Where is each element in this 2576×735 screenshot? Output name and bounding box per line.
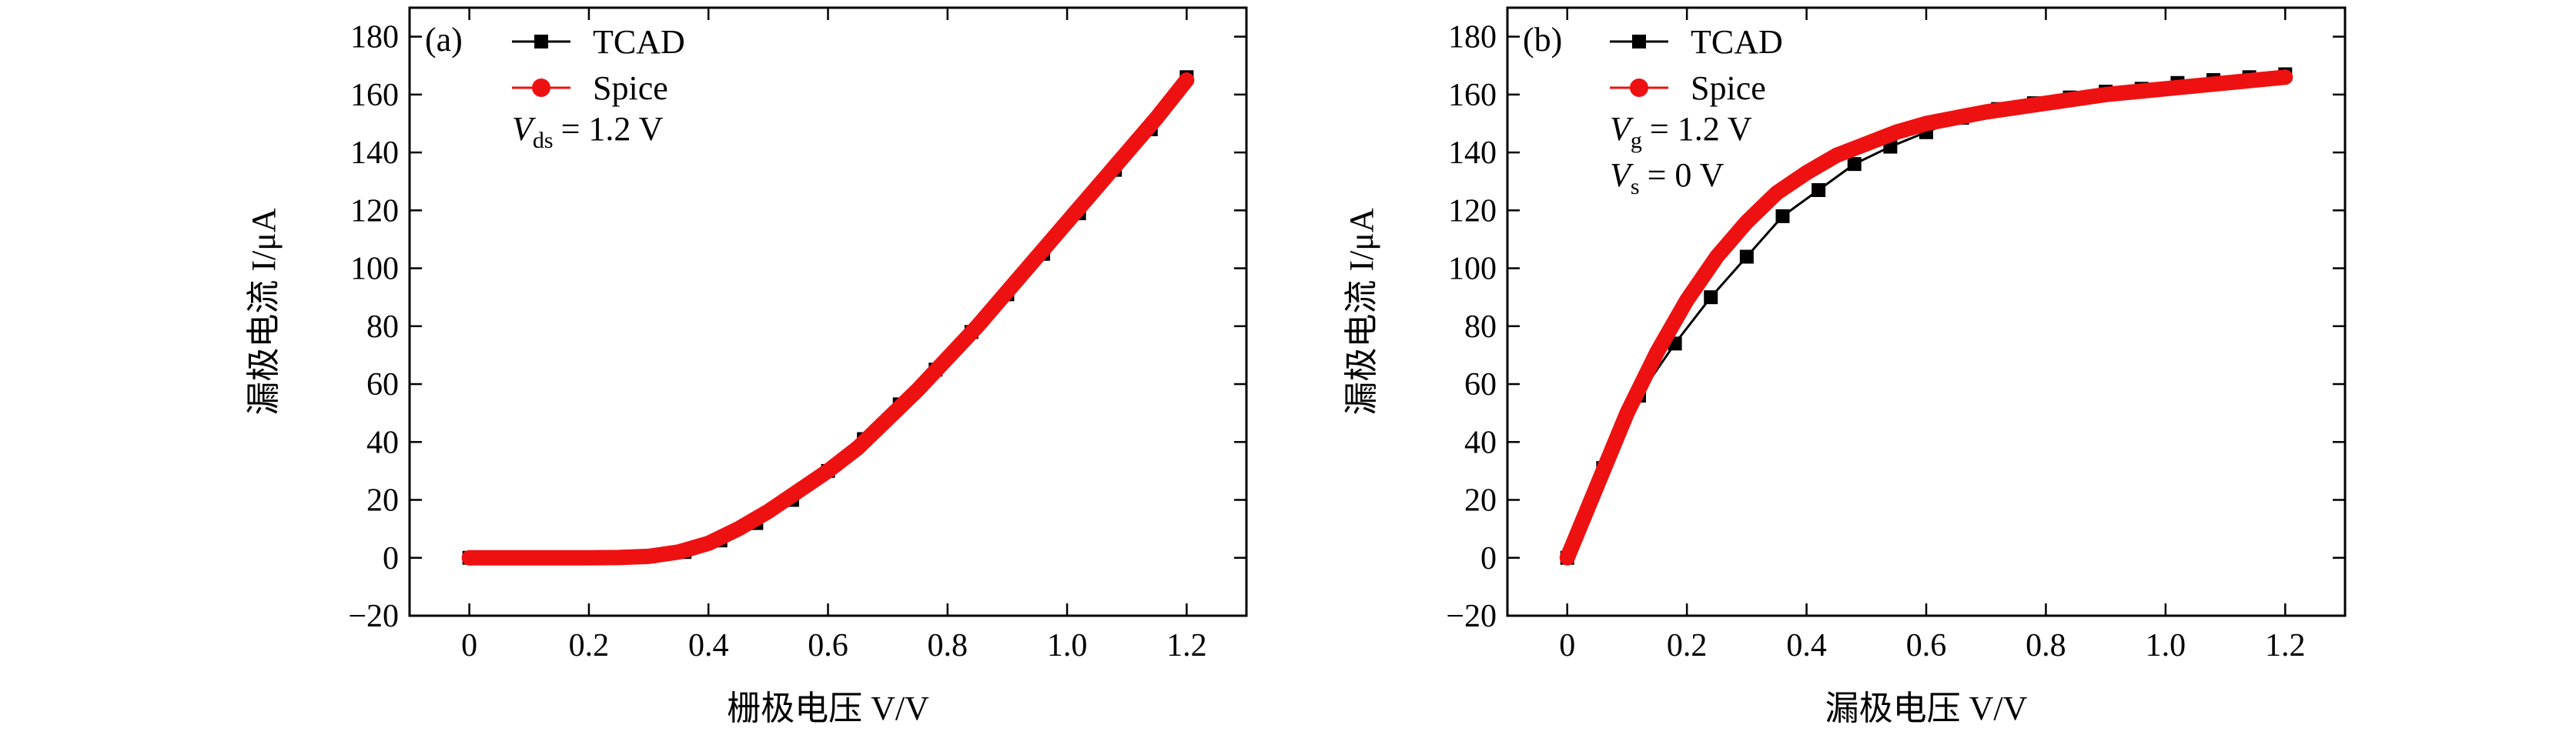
x-axis-label: 栅极电压 V/V	[727, 690, 929, 727]
x-tick-label: 1.0	[1047, 628, 1088, 663]
annotation-symbol: V	[1610, 110, 1634, 148]
y-tick-label: 20	[366, 483, 399, 519]
y-tick-label: 180	[1448, 20, 1497, 55]
annotation-text: = 0 V	[1648, 156, 1725, 194]
series-line	[468, 75, 1188, 560]
y-axis-label: 漏极电流 I/μA	[245, 208, 283, 415]
panel: −20 0 20 40 60 80 100 120 140 160 180 0 0.2 0.4 0.6 0.8…	[245, 6, 1248, 727]
y-tick-label: 120	[1448, 193, 1497, 229]
y-tick-label: 80	[366, 309, 399, 345]
y-tick-label: 120	[350, 193, 399, 229]
plot-frame	[1506, 6, 2347, 617]
marker	[1847, 157, 1862, 172]
series-line	[1559, 69, 2293, 566]
x-tick-label: 0.8	[2026, 628, 2066, 663]
y-tick-label: 80	[1464, 309, 1497, 345]
marker	[1775, 209, 1790, 223]
x-tick-label: 0.4	[688, 628, 729, 663]
legend-label: Spice	[593, 69, 668, 107]
marker	[1704, 290, 1718, 305]
x-tick-label: 0.4	[1786, 628, 1827, 663]
y-tick-label: −20	[1446, 599, 1497, 634]
x-tick-label: 0	[461, 628, 477, 663]
legend-label: Spice	[1691, 69, 1766, 107]
y-tick-label: 60	[366, 367, 399, 403]
x-tick-label: 0.2	[1667, 628, 1708, 663]
panel: −20 0 20 40 60 80 100 120 140 160 180 0 0.2 0.4 0.6 0.8…	[1343, 6, 2347, 727]
annotation-symbol: V	[1610, 156, 1634, 194]
annotation: Vds = 1.2 V	[512, 110, 664, 153]
x-tick-label: 1.2	[1166, 628, 1207, 663]
annotation-sub: s	[1631, 174, 1640, 199]
legend-marker	[532, 79, 550, 97]
annotation-sub: g	[1631, 128, 1642, 153]
y-tick-label: 140	[1448, 135, 1497, 171]
marker	[1812, 183, 1826, 197]
annotation: Vs = 0 V	[1610, 156, 1725, 199]
panel-label: (b)	[1523, 21, 1562, 58]
x-tick-label: 0	[1559, 628, 1575, 663]
y-tick-label: 140	[350, 135, 399, 171]
y-tick-label: 180	[350, 20, 399, 55]
panel-label: (a)	[425, 21, 463, 58]
legend-marker	[534, 35, 548, 48]
marker	[1739, 249, 1754, 264]
legend-marker	[1630, 79, 1648, 97]
x-tick-label: 1.0	[2146, 628, 2186, 663]
y-tick-label: 20	[1464, 483, 1497, 519]
y-axis-label: 漏极电流 I/μA	[1343, 208, 1380, 415]
x-tick-label: 0.6	[808, 628, 848, 663]
annotation-sub: ds	[533, 128, 554, 153]
y-tick-label: 100	[1448, 252, 1497, 287]
y-tick-label: 160	[350, 78, 399, 113]
y-tick-label: 60	[1464, 367, 1497, 403]
annotation-symbol: V	[512, 110, 537, 148]
legend-label: TCAD	[1691, 23, 1783, 61]
y-tick-label: 0	[1480, 541, 1497, 576]
y-tick-label: 40	[1464, 425, 1497, 460]
x-tick-label: 0.8	[928, 628, 969, 663]
x-tick-label: 0.6	[1906, 628, 1947, 663]
legend-label: TCAD	[593, 23, 685, 61]
y-tick-label: 40	[366, 425, 399, 460]
annotation-text: = 1.2 V	[561, 110, 664, 148]
x-tick-label: 0.2	[569, 628, 610, 663]
y-tick-label: 0	[383, 541, 399, 576]
legend-marker	[1632, 35, 1646, 48]
y-tick-label: −20	[348, 599, 399, 634]
annotation-text: = 1.2 V	[1650, 110, 1752, 148]
y-tick-label: 100	[350, 252, 399, 287]
y-tick-label: 160	[1448, 78, 1497, 113]
x-tick-label: 1.2	[2265, 628, 2306, 663]
x-axis-label: 漏极电压 V/V	[1825, 690, 2028, 727]
series-line	[461, 72, 1195, 566]
plot-frame	[408, 6, 1248, 617]
annotation: Vg = 1.2 V	[1610, 110, 1752, 153]
